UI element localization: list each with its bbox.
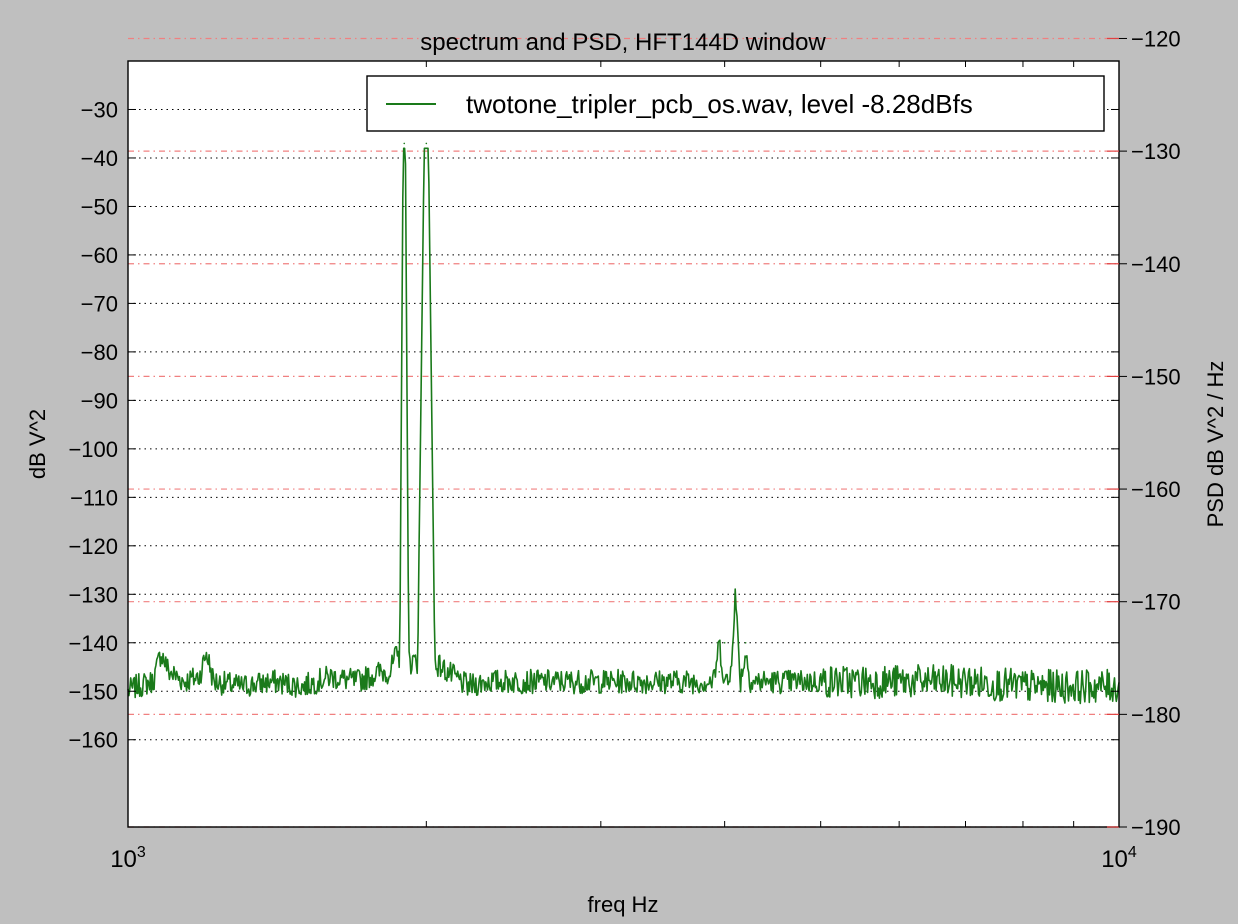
peak-point [744,641,747,644]
y-tick-label-left: −50 [81,194,118,219]
grid-layer [128,37,1119,828]
x-tick-exponent: 4 [1128,844,1137,861]
plot-background [128,61,1119,827]
y-tick-label-left: −100 [68,437,118,462]
legend: twotone_tripler_pcb_os.wav, level -8.28d… [366,75,1105,132]
y-tick-label-right: −180 [1131,702,1181,727]
peak-point [723,641,726,644]
y-tick-label-left: −40 [81,146,118,171]
y-tick-label-left: −150 [68,679,118,704]
series-line [127,147,1120,705]
y-tick-label-right: −150 [1131,364,1181,389]
y-tick-label-left: −160 [68,728,118,753]
y-tick-label-left: −120 [68,534,118,559]
peak-point [403,142,406,145]
x-tick-label: 104 [1101,844,1137,873]
y-tick-label-left: −60 [81,243,118,268]
y-tick-label-left: −70 [81,291,118,316]
y-tick-label-right: −130 [1131,139,1181,164]
y-tick-label-right: −170 [1131,590,1181,615]
x-axis-label: freq Hz [588,892,659,917]
y-tick-label-right: −190 [1131,815,1181,840]
y-axis-label-left: dB V^2 [25,409,50,479]
y-tick-label-right: −140 [1131,252,1181,277]
y-tick-label-right: −160 [1131,477,1181,502]
legend-box [366,75,1105,132]
y-tick-label-right: −120 [1131,26,1181,51]
series-layer [127,142,1120,705]
peak-point [425,142,428,145]
y-tick-label-left: −110 [70,485,118,510]
x-tick-base: 10 [110,846,137,873]
peak-point [734,593,737,596]
plot-frame [127,60,1120,828]
x-tick-exponent: 3 [137,844,146,861]
x-tick-label: 103 [110,844,146,873]
y-tick-label-left: −30 [81,97,118,122]
peak-point [718,671,721,673]
y-tick-label-left: −130 [68,582,118,607]
y-axis-label-right: PSD dB V^2 / Hz [1203,361,1228,528]
y-tick-label-left: −140 [68,631,118,656]
chart-title: spectrum and PSD, HFT144D window [420,29,826,56]
y-tick-label-left: −90 [81,388,118,413]
legend-label: twotone_tripler_pcb_os.wav, level -8.28d… [466,89,973,119]
x-tick-base: 10 [1101,846,1128,873]
ticks-layer: −30 −40 −50 −60 −70 −80 −90 −100 −110 −120 −130 −14… [68,26,1180,873]
y-tick-label-left: −80 [81,340,118,365]
